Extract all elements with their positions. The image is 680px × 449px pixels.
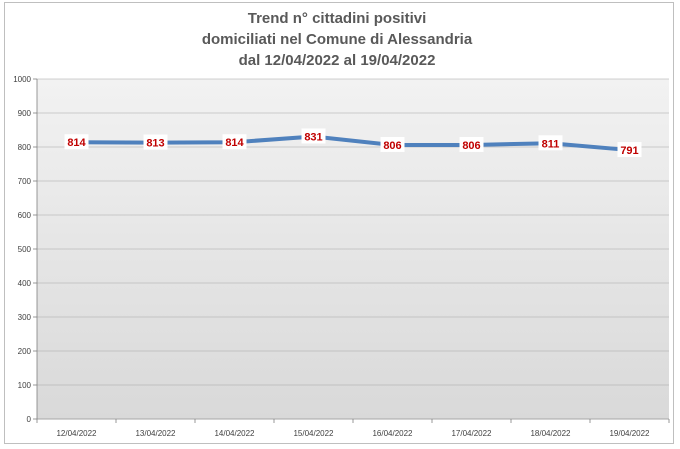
chart-title-line-2: domiciliati nel Comune di Alessandria — [202, 31, 473, 48]
y-tick-label: 700 — [18, 177, 32, 186]
y-tick-label: 500 — [18, 245, 32, 254]
chart-container: Trend n° cittadini positivi domiciliati … — [4, 2, 674, 444]
x-tick-label: 19/04/2022 — [609, 429, 650, 438]
y-axis-ticks: 0 100 200 300 400 500 600 700 800 900 1000 — [13, 75, 31, 424]
y-tick-label: 300 — [18, 313, 32, 322]
gridlines — [33, 78, 669, 420]
data-label-box — [64, 134, 89, 150]
x-tick-label: 13/04/2022 — [135, 429, 176, 438]
y-tick-label: 600 — [18, 211, 32, 220]
x-tick-label: 15/04/2022 — [293, 429, 334, 438]
chart-title-line-3: dal 12/04/2022 al 19/04/2022 — [239, 52, 436, 69]
data-label-text: 811 — [542, 138, 560, 150]
data-label-box — [538, 135, 563, 151]
data-label-text: 831 — [304, 131, 322, 143]
data-label-box — [143, 134, 168, 150]
data-label: 806 — [380, 136, 405, 152]
data-label: 814 — [222, 134, 247, 150]
data-label: 813 — [143, 134, 168, 150]
data-label-text: 806 — [462, 140, 480, 152]
y-tick-label: 200 — [18, 347, 32, 356]
y-tick-label: 100 — [18, 381, 32, 390]
chart-title: Trend n° cittadini positivi domiciliati … — [202, 10, 473, 69]
chart-title-line-1: Trend n° cittadini positivi — [248, 10, 427, 27]
data-label: 831 — [301, 128, 326, 144]
data-label-box — [222, 134, 247, 150]
data-label-box — [617, 142, 642, 158]
data-label-box — [380, 136, 405, 152]
x-tick-label: 12/04/2022 — [56, 429, 97, 438]
data-label-text: 814 — [225, 137, 244, 149]
y-tick-label: 1000 — [13, 75, 31, 84]
x-tick-label: 18/04/2022 — [530, 429, 571, 438]
data-label: 814 — [64, 134, 89, 150]
data-label-text: 806 — [383, 140, 401, 152]
data-label-text: 791 — [620, 145, 638, 157]
y-tick-label: 400 — [18, 279, 32, 288]
data-label-text: 813 — [146, 138, 164, 150]
y-tick-label: 900 — [18, 109, 32, 118]
y-tick-label: 800 — [18, 143, 32, 152]
data-label: 791 — [617, 142, 642, 158]
data-labels: 814 813 814 831 806 806 811 791 — [64, 128, 642, 158]
series-line — [74, 134, 632, 153]
line-chart: Trend n° cittadini positivi domiciliati … — [13, 10, 670, 438]
data-label: 806 — [459, 136, 484, 152]
data-label-text: 814 — [67, 137, 86, 149]
x-tick-label: 16/04/2022 — [372, 429, 413, 438]
x-tick-label: 14/04/2022 — [214, 429, 255, 438]
x-axis-ticks: 12/04/2022 13/04/2022 14/04/2022 15/04/2022… — [36, 419, 670, 438]
y-tick-label: 0 — [27, 415, 32, 424]
data-label-box — [459, 136, 484, 152]
x-tick-label: 17/04/2022 — [451, 429, 492, 438]
data-label-box — [301, 128, 326, 144]
data-label: 811 — [538, 135, 563, 151]
